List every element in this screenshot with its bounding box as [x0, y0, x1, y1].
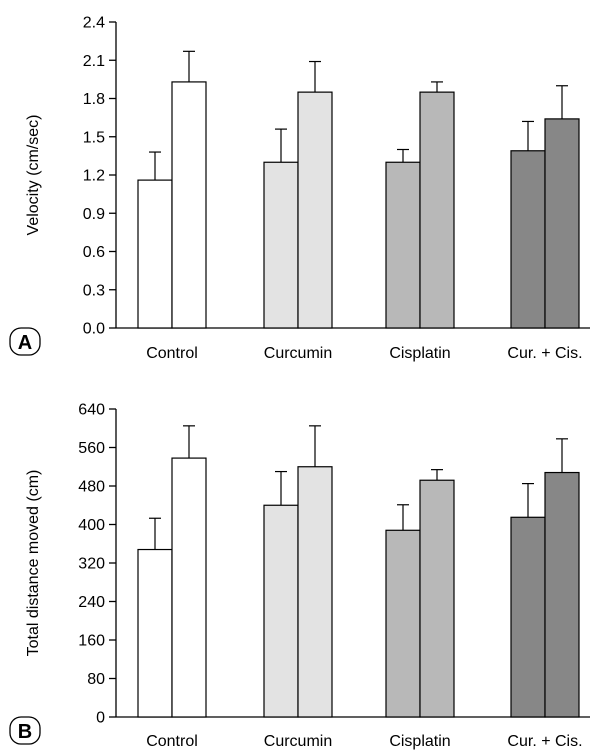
y-tick-label: 160	[78, 633, 105, 650]
bar-control-1	[137, 548, 173, 718]
category-label: Cur. + Cis.	[507, 733, 582, 750]
y-tick-label: 1.8	[83, 91, 105, 108]
category-label: Control	[146, 733, 198, 750]
bar-cur-cis-2	[544, 118, 580, 329]
y-tick-label: 80	[87, 671, 105, 688]
bar-curcumin-1	[263, 161, 299, 329]
category-label: Control	[146, 345, 198, 362]
y-tick-label: 640	[78, 402, 105, 419]
y-tick-label: 0.9	[83, 206, 105, 223]
bar-curcumin-2	[297, 91, 333, 329]
bar-curcumin-2	[297, 466, 333, 718]
y-tick-label: 1.5	[83, 129, 105, 146]
bar-cisplatin-2	[419, 479, 455, 718]
bar-cur-cis-1	[510, 150, 546, 329]
bar-cisplatin-1	[385, 529, 421, 718]
y-tick-label: 2.1	[83, 53, 105, 70]
category-label: Curcumin	[264, 733, 332, 750]
panel-b-distance-chart: 0 80 160 240 320 400 480 560 640 Total distance m…	[9, 402, 590, 750]
bar-cisplatin-1	[385, 161, 421, 329]
category-label: Curcumin	[264, 345, 332, 362]
panel-label-box	[9, 716, 41, 745]
y-tick-label: 400	[78, 517, 105, 534]
y-tick-label: 240	[78, 594, 105, 611]
y-axis-title: Velocity (cm/sec)	[25, 115, 42, 236]
bar-curcumin-1	[263, 504, 299, 718]
y-tick-label: 560	[78, 440, 105, 457]
panel-a-velocity-chart: 0.0 0.3 0.6 0.9 1.2 1.5 1.8 2.1 2.4 Velocity (cm/…	[9, 15, 590, 362]
bar-cisplatin-2	[419, 91, 455, 329]
panel-label: A	[18, 332, 32, 354]
category-label: Cur. + Cis.	[507, 345, 582, 362]
bar-control-1	[137, 179, 173, 329]
panel-label: B	[18, 721, 32, 743]
y-tick-label: 0.0	[83, 321, 105, 338]
category-label: Cisplatin	[389, 733, 450, 750]
bar-cur-cis-2	[544, 471, 580, 718]
y-tick-label: 1.2	[83, 168, 105, 185]
y-tick-label: 320	[78, 556, 105, 573]
y-axis-title: Total distance moved (cm)	[25, 470, 42, 657]
y-tick-label: 0.6	[83, 244, 105, 261]
category-label: Cisplatin	[389, 345, 450, 362]
y-tick-label: 2.4	[83, 15, 105, 32]
y-tick-label: 480	[78, 479, 105, 496]
bar-control-2	[171, 457, 207, 718]
y-tick-label: 0.3	[83, 282, 105, 299]
y-tick-label: 0	[96, 710, 105, 727]
bar-cur-cis-1	[510, 516, 546, 718]
bar-control-2	[171, 81, 207, 329]
panel-label-box	[9, 327, 41, 356]
